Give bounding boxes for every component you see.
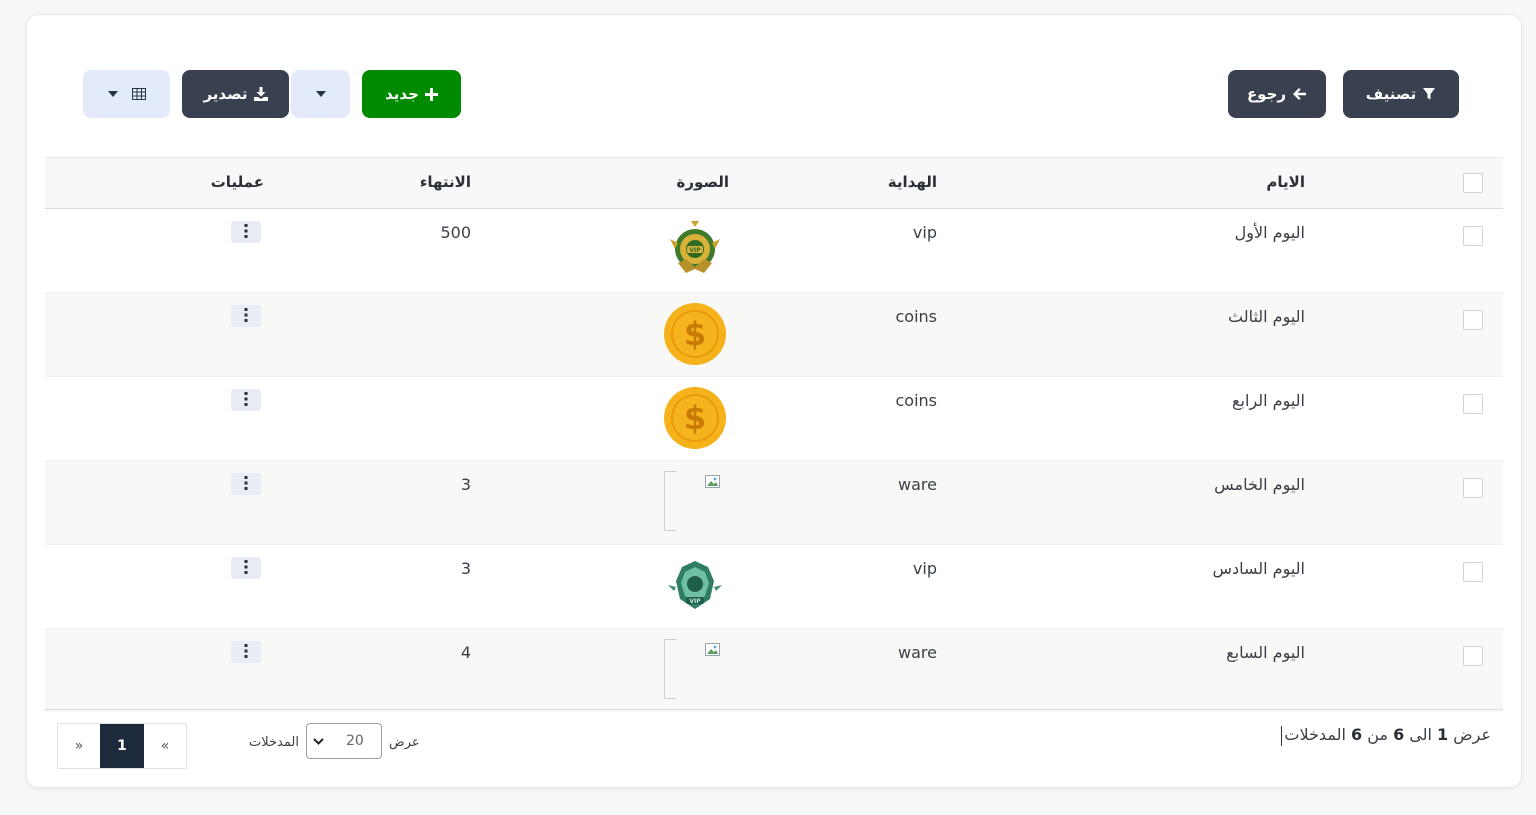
cell-day: اليوم الخامس (1214, 475, 1305, 494)
table-row: اليوم الرابع coins $ (45, 377, 1503, 461)
table-bottom-border (45, 709, 1503, 710)
more-vertical-icon (244, 223, 248, 242)
info-prefix: عرض (1453, 725, 1491, 744)
cell-day: اليوم السابع (1226, 643, 1305, 662)
svg-text:VIP: VIP (689, 598, 701, 605)
new-button-label: جديد (385, 85, 419, 103)
filter-icon (1422, 87, 1436, 101)
length-entries-label: المدخلات (249, 735, 299, 750)
pagination: » 1 « (57, 723, 187, 769)
vip-gold-badge-image: VIP (664, 219, 726, 281)
cell-day: اليوم الرابع (1232, 391, 1305, 410)
header-days: الايام (1266, 173, 1305, 191)
row-actions-button[interactable] (231, 389, 261, 411)
page-length-select[interactable]: 20 (306, 723, 382, 759)
length-show-label: عرض (389, 735, 420, 750)
info-total: 6 (1350, 725, 1363, 744)
export-button-label: تصدير (203, 85, 248, 103)
info-to: 6 (1393, 725, 1405, 744)
row-checkbox[interactable] (1463, 394, 1483, 414)
row-actions-button[interactable] (231, 221, 261, 243)
back-button-label: رجوع (1246, 85, 1287, 103)
info-from: 1 (1437, 725, 1449, 744)
header-gift: الهداية (887, 173, 937, 191)
cell-expiry: 500 (440, 223, 471, 242)
row-checkbox[interactable] (1463, 478, 1483, 498)
gold-coin-image: $ (664, 387, 726, 449)
filter-button-label: تصنيف (1365, 85, 1417, 103)
cell-expiry: 4 (460, 643, 471, 662)
broken-image-icon (664, 639, 724, 699)
text-caret (1281, 725, 1283, 746)
vip-green-badge-image: VIP (664, 555, 726, 617)
svg-text:VIP: VIP (689, 247, 701, 254)
more-vertical-icon (244, 559, 248, 578)
svg-text:$: $ (684, 399, 706, 437)
header-actions: عمليات (210, 173, 264, 191)
caret-down-icon (107, 91, 118, 97)
page-1-button[interactable]: 1 (100, 724, 144, 768)
cell-gift: ware (898, 475, 937, 494)
more-vertical-icon (244, 391, 248, 410)
row-checkbox[interactable] (1463, 562, 1483, 582)
row-checkbox[interactable] (1463, 310, 1483, 330)
page-prev-button[interactable]: « (160, 738, 170, 754)
more-vertical-icon (244, 643, 248, 662)
cell-day: اليوم السادس (1212, 559, 1305, 578)
table-info: عرض 1 الى 6 من 6 المدخلات (1281, 725, 1491, 746)
cell-gift: vip (912, 559, 937, 578)
cell-gift: ware (898, 643, 937, 662)
cell-gift: coins (895, 307, 937, 326)
cell-expiry: 3 (460, 475, 471, 494)
table-icon (131, 88, 146, 100)
gold-coin-image: $ (664, 303, 726, 365)
table-row: اليوم الثالث coins $ (45, 293, 1503, 377)
broken-image-icon (664, 471, 724, 531)
cell-day: اليوم الثالث (1227, 307, 1305, 326)
more-vertical-icon (244, 307, 248, 326)
download-icon (253, 87, 268, 101)
table-row: اليوم السادس vip VIP 3 (45, 545, 1503, 629)
table-row: اليوم السابع ware 4 (45, 629, 1503, 712)
table-header: الايام الهداية الصورة الانتهاء عمليات (45, 157, 1503, 209)
cell-gift: coins (895, 391, 937, 410)
select-all-checkbox[interactable] (1463, 173, 1483, 193)
export-button[interactable]: تصدير (182, 70, 289, 118)
back-button[interactable]: رجوع (1228, 70, 1326, 118)
plus-icon (424, 87, 438, 101)
cell-expiry: 3 (460, 559, 471, 578)
info-to-word: الى (1409, 725, 1432, 744)
filter-button[interactable]: تصنيف (1343, 70, 1459, 118)
more-vertical-icon (244, 475, 248, 494)
row-actions-button[interactable] (231, 305, 261, 327)
cell-day: اليوم الأول (1234, 223, 1305, 242)
row-checkbox[interactable] (1463, 226, 1483, 246)
caret-down-icon (315, 91, 326, 97)
cell-gift: vip (912, 223, 937, 242)
svg-text:$: $ (684, 315, 706, 353)
header-expiry: الانتهاء (419, 173, 471, 191)
page-next-button[interactable]: » (74, 738, 84, 754)
table-row: اليوم الأول vip VIP 500 (45, 209, 1503, 293)
data-table: الايام الهداية الصورة الانتهاء عمليات ال… (45, 157, 1503, 712)
main-card: تصنيف رجوع جديد تصدير (26, 14, 1522, 788)
info-suffix: المدخلات (1284, 725, 1346, 744)
row-actions-button[interactable] (231, 473, 261, 495)
chevron-down-icon (313, 737, 324, 745)
info-of-word: من (1367, 725, 1388, 744)
new-dropdown-toggle[interactable] (291, 70, 350, 118)
page-length-value: 20 (346, 733, 364, 749)
header-image: الصورة (676, 173, 729, 191)
table-row: اليوم الخامس ware 3 (45, 461, 1503, 545)
row-checkbox[interactable] (1463, 646, 1483, 666)
row-actions-button[interactable] (231, 641, 261, 663)
arrow-left-icon (1292, 87, 1307, 101)
new-button[interactable]: جديد (362, 70, 461, 118)
row-actions-button[interactable] (231, 557, 261, 579)
columns-toggle-button[interactable] (83, 70, 170, 118)
